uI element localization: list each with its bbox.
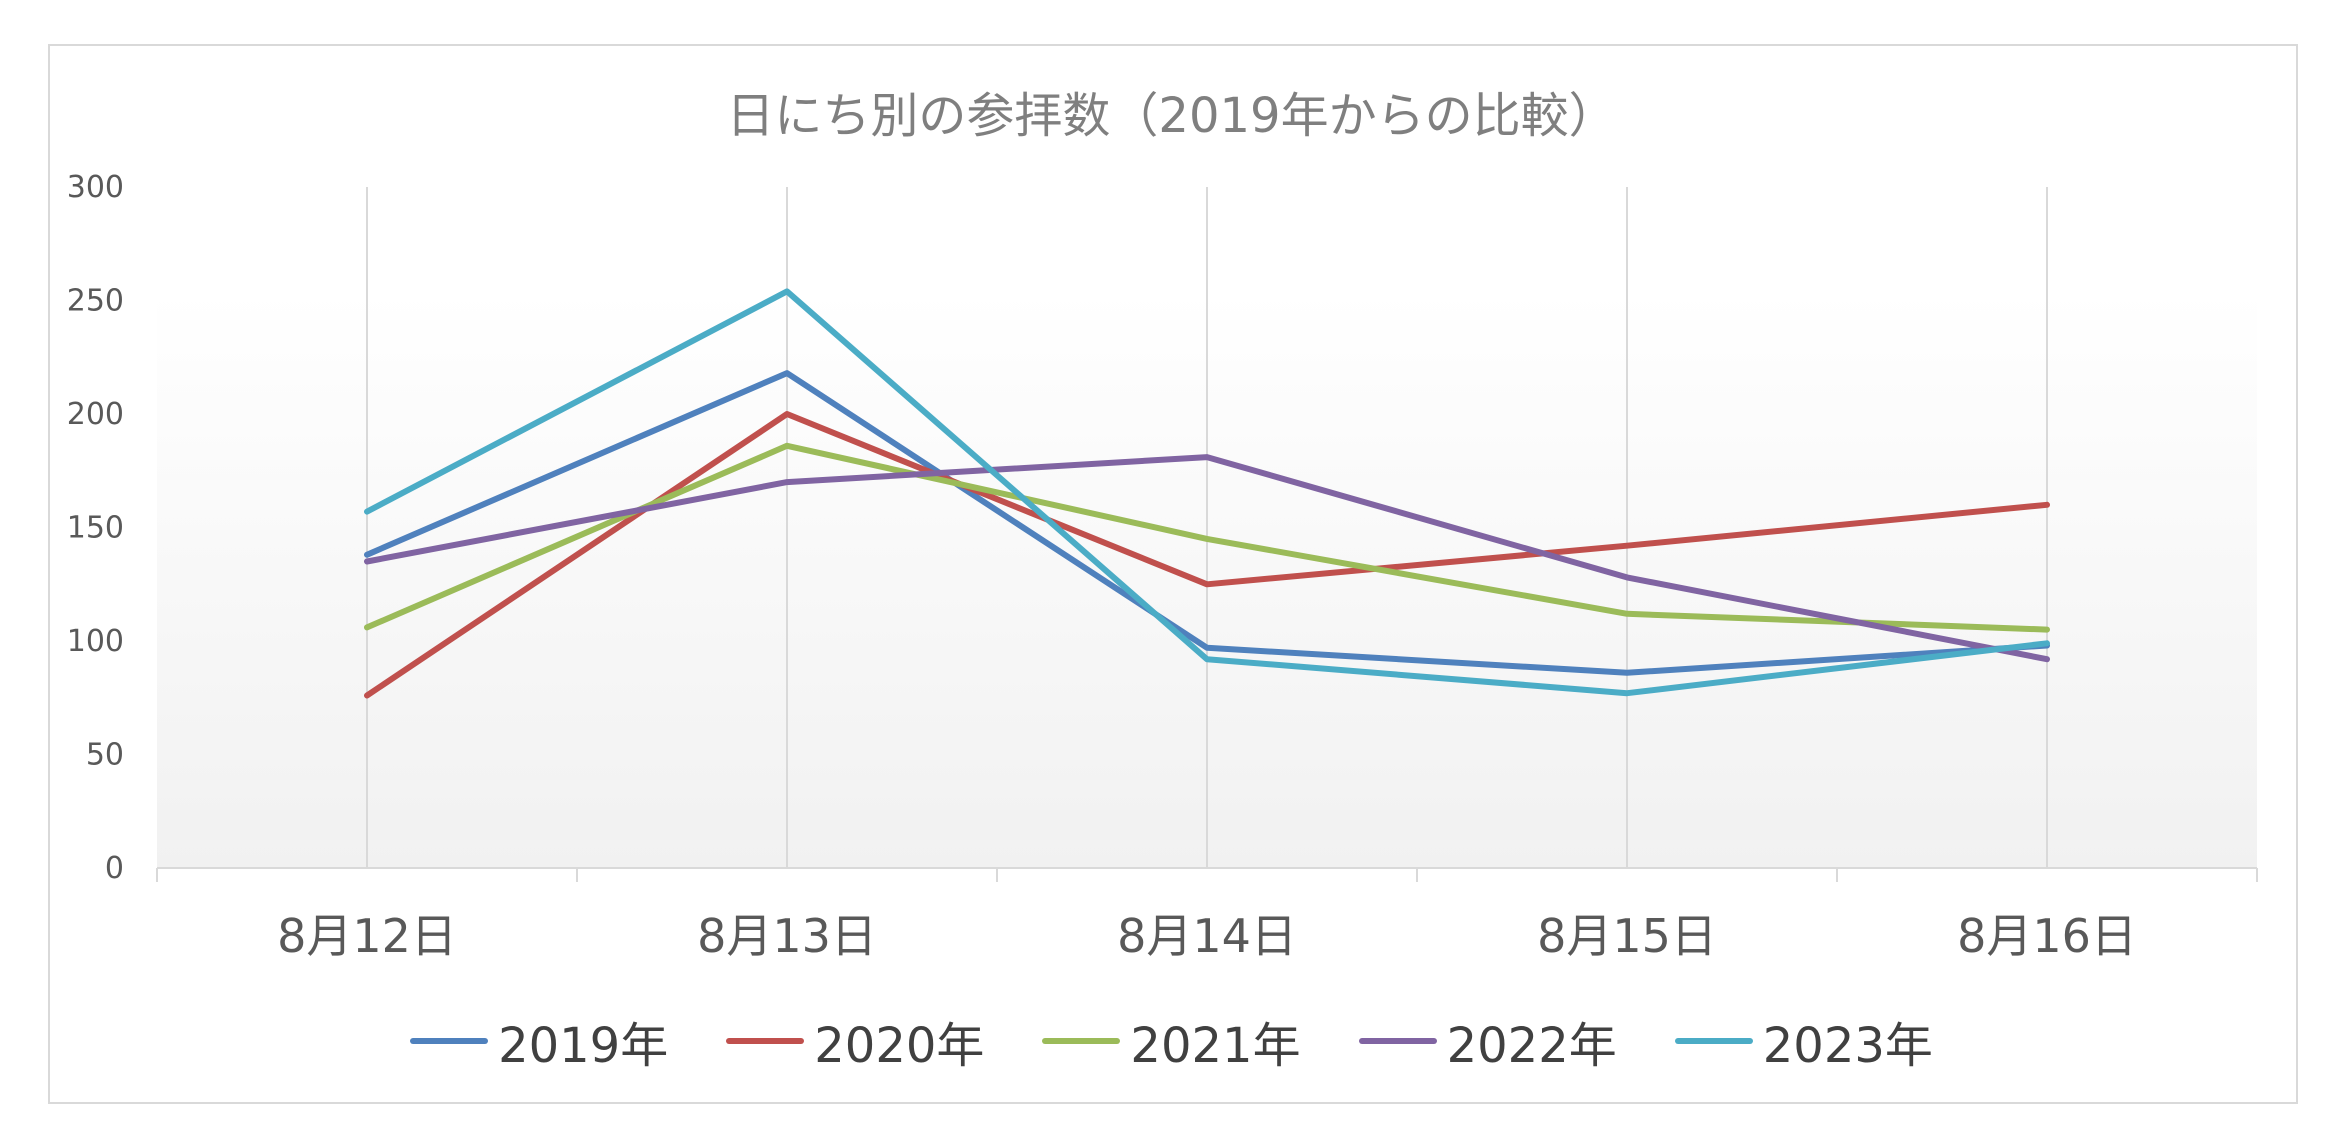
legend-label: 2021年 [1130,1018,1301,1074]
y-tick-label: 0 [105,851,124,886]
x-tick-label: 8月12日 [277,909,457,963]
axes: 0 50 100 150 200 250 300 8月12日 8月13日 8月14日 8月15日 8月… [67,170,2258,963]
legend-swatch [1674,1038,1753,1044]
x-tick-label: 8月15日 [1537,909,1717,963]
chart-title: 日にち別の参拝数（2019年からの比較） [726,88,1617,144]
x-tick-label: 8月16日 [1957,909,2137,963]
x-tick-label: 8月14日 [1117,909,1297,963]
legend-swatch [410,1038,489,1044]
x-tick-label: 8月13日 [697,909,877,963]
legend-item: 2019年 [410,1006,668,1076]
y-tick-label: 100 [67,624,124,659]
legend-item: 2023年 [1674,1006,1933,1076]
series-lines [364,288,2050,699]
legend-label: 2019年 [498,1018,669,1074]
legend-label: 2023年 [1762,1018,1933,1074]
legend-label: 2022年 [1446,1018,1617,1074]
y-tick-label: 200 [67,397,124,432]
y-tick-label: 300 [67,170,124,205]
legend-swatch [1042,1038,1121,1044]
legend-item: 2020年 [726,1006,984,1076]
legend-label: 2020年 [814,1018,985,1074]
y-tick-label: 50 [86,738,124,773]
legend-item: 2021年 [1042,1006,1301,1076]
legend: 2019年 2020年 2021年 2022年 2023年 [0,1006,2343,1076]
legend-swatch [726,1038,805,1044]
legend-swatch [1358,1038,1437,1044]
grid-lines [366,187,2048,868]
legend-item: 2022年 [1358,1006,1617,1076]
y-tick-label: 150 [67,511,124,546]
y-tick-label: 250 [67,284,124,319]
